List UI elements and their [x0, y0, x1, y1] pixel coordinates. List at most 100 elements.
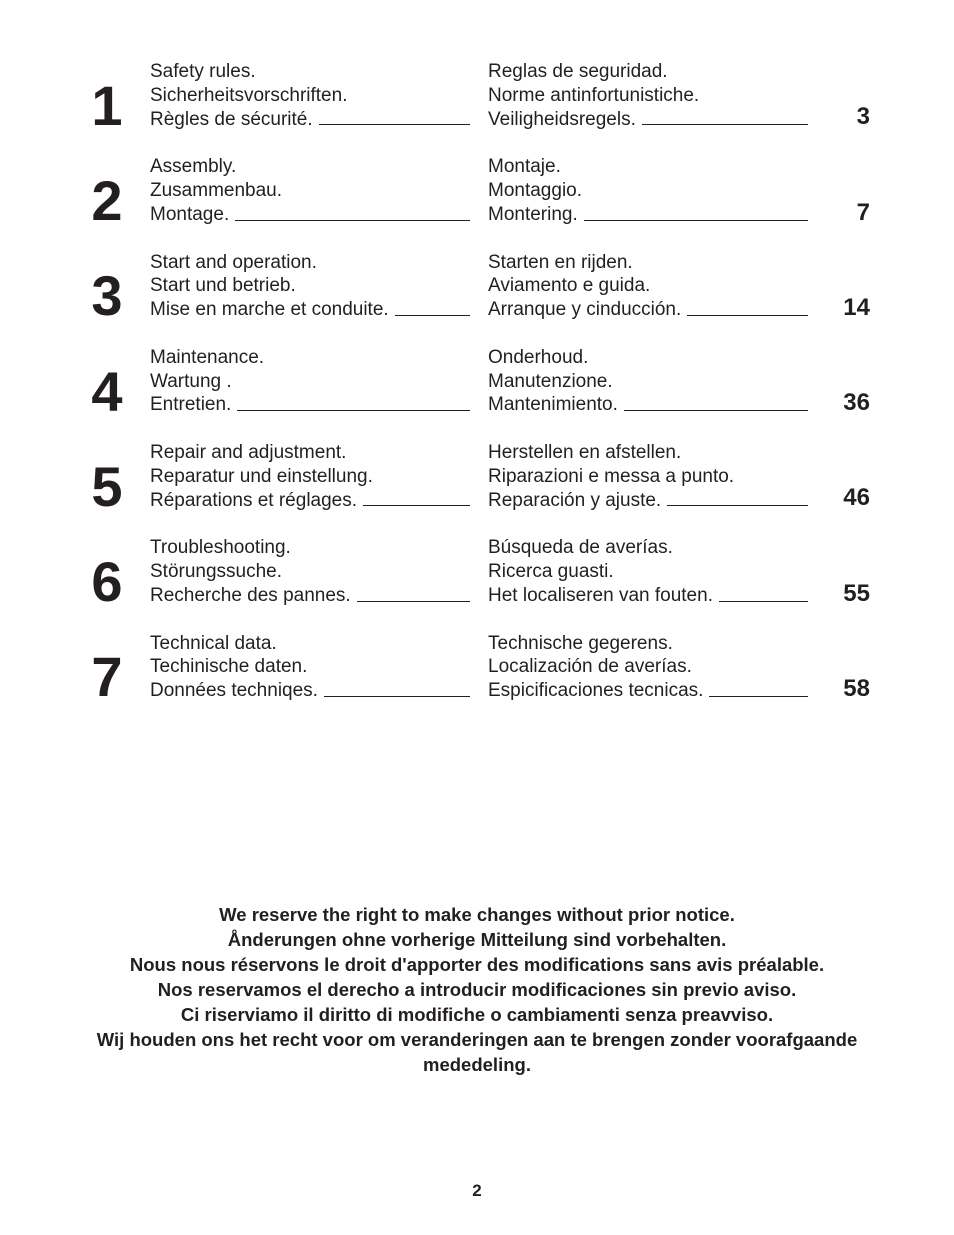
toc-entry: Localización de averías. — [488, 655, 808, 679]
toc-entry: Données techniqes. — [150, 679, 318, 703]
page-reference: 46 — [826, 486, 870, 512]
toc-entry-leader: Entretien. — [150, 393, 470, 417]
toc-entry: Start und betrieb. — [150, 274, 470, 298]
toc-left-column: Safety rules. Sicherheitsvorschriften. R… — [150, 60, 470, 131]
toc-row: 3 Start and operation. Start und betrieb… — [80, 251, 874, 322]
toc-entry: Wartung . — [150, 370, 470, 394]
toc-right-column: Onderhoud. Manutenzione. Mantenimiento. — [488, 346, 808, 417]
toc-left-column: Start and operation. Start und betrieb. … — [150, 251, 470, 322]
leader-rule — [624, 410, 808, 411]
toc-entry: Safety rules. — [150, 60, 470, 84]
toc-entry-leader: Reparación y ajuste. — [488, 489, 808, 513]
toc-left-column: Technical data. Techinische daten. Donné… — [150, 632, 470, 703]
toc-right-column: Starten en rijden. Aviamento e guida. Ar… — [488, 251, 808, 322]
toc-entry: Montaje. — [488, 155, 808, 179]
toc-entry: Manutenzione. — [488, 370, 808, 394]
toc-left-column: Assembly. Zusammenbau. Montage. — [150, 155, 470, 226]
chapter-number: 5 — [80, 462, 132, 512]
toc-entry: Recherche des pannes. — [150, 584, 351, 608]
toc-row: 6 Troubleshooting. Störungssuche. Recher… — [80, 536, 874, 607]
page-reference: 36 — [826, 391, 870, 417]
toc-entry: Maintenance. — [150, 346, 470, 370]
leader-rule — [235, 220, 470, 221]
notice-line: Wij houden ons het recht voor om verande… — [80, 1028, 874, 1078]
toc-entry-leader: Veiligheidsregels. — [488, 108, 808, 132]
toc-entry: Reparatur und einstellung. — [150, 465, 470, 489]
leader-rule — [687, 315, 808, 316]
toc-entry: Het localiseren van fouten. — [488, 584, 713, 608]
toc-row: 5 Repair and adjustment. Reparatur und e… — [80, 441, 874, 512]
leader-rule — [719, 601, 808, 602]
toc-entry-leader: Espicificaciones tecnicas. — [488, 679, 808, 703]
toc-entry: Zusammenbau. — [150, 179, 470, 203]
toc-entry: Riparazioni e messa a punto. — [488, 465, 808, 489]
leader-rule — [642, 124, 808, 125]
notice-line: Nos reservamos el derecho a introducir m… — [80, 978, 874, 1003]
chapter-number: 6 — [80, 557, 132, 607]
leader-rule — [237, 410, 470, 411]
toc-entry: Arranque y cinducción. — [488, 298, 681, 322]
toc-entry: Start and operation. — [150, 251, 470, 275]
toc-entry: Sicherheitsvorschriften. — [150, 84, 470, 108]
leader-rule — [395, 315, 470, 316]
leader-rule — [667, 505, 808, 506]
leader-rule — [319, 124, 470, 125]
toc-entry-leader: Het localiseren van fouten. — [488, 584, 808, 608]
table-of-contents: 1 Safety rules. Sicherheitsvorschriften.… — [80, 60, 874, 703]
toc-entry-leader: Recherche des pannes. — [150, 584, 470, 608]
toc-entry-leader: Données techniqes. — [150, 679, 470, 703]
toc-entry: Onderhoud. — [488, 346, 808, 370]
toc-entry: Montage. — [150, 203, 229, 227]
toc-entry: Espicificaciones tecnicas. — [488, 679, 703, 703]
toc-entry-leader: Montage. — [150, 203, 470, 227]
toc-entry: Veiligheidsregels. — [488, 108, 636, 132]
toc-entry: Norme antinfortunistiche. — [488, 84, 808, 108]
toc-entry: Montaggio. — [488, 179, 808, 203]
toc-left-column: Troubleshooting. Störungssuche. Recherch… — [150, 536, 470, 607]
toc-entry: Repair and adjustment. — [150, 441, 470, 465]
toc-entry-leader: Mantenimiento. — [488, 393, 808, 417]
toc-entry: Reparación y ajuste. — [488, 489, 661, 513]
toc-entry-leader: Montering. — [488, 203, 808, 227]
page: 1 Safety rules. Sicherheitsvorschriften.… — [0, 0, 954, 1235]
notice-line: Nous nous réservons le droit d'apporter … — [80, 953, 874, 978]
toc-entry: Mantenimiento. — [488, 393, 618, 417]
toc-row: 7 Technical data. Techinische daten. Don… — [80, 632, 874, 703]
toc-entry-leader: Réparations et réglages. — [150, 489, 470, 513]
toc-entry: Assembly. — [150, 155, 470, 179]
leader-rule — [584, 220, 808, 221]
toc-entry: Troubleshooting. — [150, 536, 470, 560]
toc-left-column: Maintenance. Wartung . Entretien. — [150, 346, 470, 417]
leader-rule — [709, 696, 808, 697]
toc-right-column: Technische gegerens. Localización de ave… — [488, 632, 808, 703]
toc-entry: Techinische daten. — [150, 655, 470, 679]
notice-line: Ci riserviamo il diritto di modifiche o … — [80, 1003, 874, 1028]
toc-row: 1 Safety rules. Sicherheitsvorschriften.… — [80, 60, 874, 131]
toc-entry: Störungssuche. — [150, 560, 470, 584]
toc-right-column: Montaje. Montaggio. Montering. — [488, 155, 808, 226]
toc-left-column: Repair and adjustment. Reparatur und ein… — [150, 441, 470, 512]
toc-entry: Búsqueda de averías. — [488, 536, 808, 560]
toc-entry: Mise en marche et conduite. — [150, 298, 389, 322]
notice-line: Ånderungen ohne vorherige Mitteilung sin… — [80, 928, 874, 953]
notice-line: We reserve the right to make changes wit… — [80, 903, 874, 928]
chapter-number: 2 — [80, 176, 132, 226]
chapter-number: 1 — [80, 81, 132, 131]
toc-entry: Starten en rijden. — [488, 251, 808, 275]
toc-entry: Entretien. — [150, 393, 231, 417]
toc-row: 4 Maintenance. Wartung . Entretien. Onde… — [80, 346, 874, 417]
toc-entry: Réparations et réglages. — [150, 489, 357, 513]
page-reference: 3 — [826, 105, 870, 131]
leader-rule — [324, 696, 470, 697]
toc-entry: Aviamento e guida. — [488, 274, 808, 298]
toc-right-column: Herstellen en afstellen. Riparazioni e m… — [488, 441, 808, 512]
toc-entry: Technical data. — [150, 632, 470, 656]
toc-entry-leader: Règles de sécurité. — [150, 108, 470, 132]
chapter-number: 7 — [80, 652, 132, 702]
toc-entry-leader: Mise en marche et conduite. — [150, 298, 470, 322]
toc-entry-leader: Arranque y cinducción. — [488, 298, 808, 322]
toc-entry: Reglas de seguridad. — [488, 60, 808, 84]
page-reference: 55 — [826, 582, 870, 608]
page-reference: 7 — [826, 201, 870, 227]
toc-row: 2 Assembly. Zusammenbau. Montage. Montaj… — [80, 155, 874, 226]
